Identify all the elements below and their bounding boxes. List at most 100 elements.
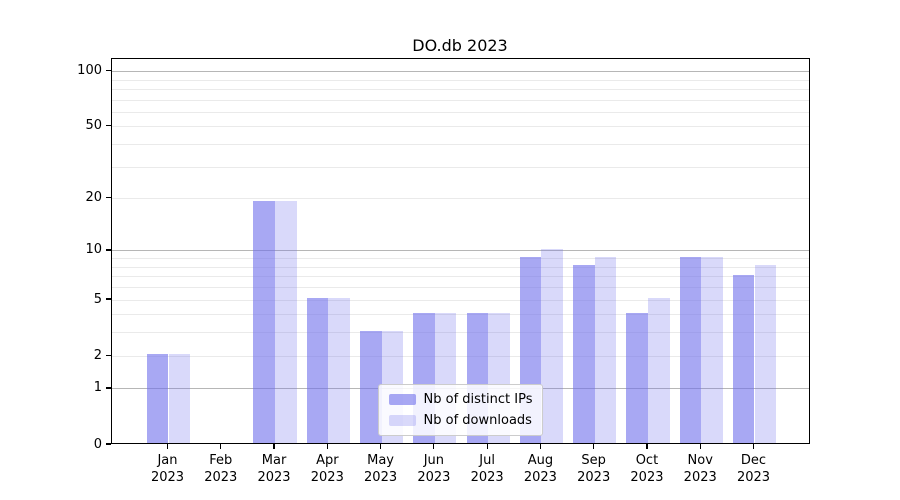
x-tick-year: 2023: [630, 470, 664, 485]
x-tick-month: Jun: [423, 453, 445, 468]
x-tick-year: 2023: [150, 470, 185, 485]
gridline-minor: [112, 266, 809, 268]
x-axis-tick-label: Apr 2023: [297, 452, 357, 486]
x-tick-month: Feb: [209, 453, 233, 468]
x-axis-tick-label: Jan 2023: [138, 452, 198, 486]
x-tick-year: 2023: [364, 470, 398, 485]
gridline-minor: [112, 332, 809, 334]
bar-jan-downloads: [168, 354, 191, 443]
y-axis-tick-label: 1: [93, 380, 102, 396]
gridline-minor: [112, 144, 809, 146]
x-axis-tick-label: Aug 2023: [510, 452, 570, 486]
x-tick-year: 2023: [257, 470, 291, 485]
x-tick-year: 2023: [470, 470, 504, 485]
legend-swatch-downloads: [388, 415, 416, 426]
x-tick-year: 2023: [204, 470, 238, 485]
y-axis-tick-label: 100: [77, 63, 102, 79]
y-axis-tick: [106, 125, 111, 127]
bar-sep-distinct-ips: [573, 265, 595, 443]
x-axis-tick: [752, 444, 755, 449]
legend-label-downloads: Nb of downloads: [423, 413, 532, 428]
y-axis-tick: [106, 387, 111, 389]
x-tick-month: Dec: [740, 453, 767, 468]
x-axis-tick: [699, 444, 701, 449]
legend-entry-downloads: Nb of downloads: [388, 413, 533, 428]
x-axis-tick: [646, 444, 648, 449]
gridline-minor: [112, 111, 809, 113]
x-axis-tick: [166, 444, 169, 449]
x-axis-tick: [486, 444, 488, 449]
y-axis-tick-label: 20: [85, 190, 102, 206]
x-tick-month: Aug: [527, 453, 554, 468]
x-tick-month: Apr: [316, 453, 339, 468]
x-axis-tick-label: Dec 2023: [724, 452, 784, 486]
x-axis-tick: [379, 444, 382, 449]
x-tick-month: Oct: [635, 453, 659, 468]
bar-aug-downloads: [541, 248, 563, 443]
y-axis-tick-label: 5: [93, 291, 102, 307]
x-axis-tick: [593, 444, 595, 449]
x-tick-year: 2023: [577, 470, 611, 485]
bar-apr-distinct-ips: [306, 298, 329, 443]
gridline-minor: [112, 355, 809, 357]
legend-entry-distinct-ips: Nb of distinct IPs: [388, 392, 533, 407]
y-axis-tick-label: 10: [85, 242, 102, 258]
gridline-minor: [112, 166, 809, 168]
x-axis-tick-label: Mar 2023: [244, 452, 304, 486]
plot-area: Nb of distinct IPs Nb of downloads: [111, 58, 810, 444]
x-axis-tick: [326, 444, 328, 449]
bar-nov-downloads: [701, 256, 723, 443]
gridline-major: [112, 250, 809, 252]
gridline-minor: [112, 79, 809, 81]
bar-jan-distinct-ips: [146, 354, 169, 443]
x-axis-tick-label: Feb 2023: [191, 452, 251, 486]
x-axis-tick: [220, 444, 222, 449]
x-tick-month: Sep: [581, 453, 606, 468]
bar-oct-downloads: [647, 298, 670, 443]
x-tick-month: Jan: [157, 453, 178, 468]
y-axis-tick-label: 2: [93, 347, 102, 363]
x-axis-tick-label: Oct 2023: [617, 452, 677, 486]
legend-label-distinct-ips: Nb of distinct IPs: [423, 392, 533, 407]
x-tick-year: 2023: [523, 470, 557, 485]
x-axis-tick-label: May 2023: [351, 452, 411, 486]
x-tick-year: 2023: [736, 470, 771, 485]
x-axis-tick-label: Nov 2023: [670, 452, 730, 486]
bar-dec-downloads: [754, 265, 777, 443]
x-axis-tick-label: Sep 2023: [564, 452, 624, 486]
x-tick-year: 2023: [310, 470, 344, 485]
gridline-minor: [112, 314, 809, 316]
x-axis-tick: [539, 444, 541, 449]
x-tick-month: Jul: [479, 453, 495, 468]
x-axis-tick-label: Jun 2023: [404, 452, 464, 486]
gridline-major: [112, 71, 809, 73]
bar-apr-downloads: [328, 298, 350, 443]
legend-swatch-distinct-ips: [388, 394, 416, 405]
y-axis-tick: [106, 443, 111, 445]
x-axis-tick: [433, 444, 435, 449]
y-axis-tick: [106, 69, 111, 72]
y-axis-tick-label: 50: [85, 118, 102, 134]
bar-oct-distinct-ips: [626, 312, 648, 443]
gridline-minor: [112, 126, 809, 128]
x-tick-month: Nov: [687, 453, 713, 468]
gridline-minor: [112, 276, 809, 278]
bar-nov-distinct-ips: [679, 256, 702, 443]
gridline-minor: [112, 299, 809, 301]
bar-mar-downloads: [275, 200, 297, 443]
gridline-minor: [112, 88, 809, 90]
x-axis-tick-label: Jul 2023: [457, 452, 517, 486]
y-axis-tick-label: 0: [93, 436, 102, 452]
chart-title: DO.db 2023: [412, 36, 508, 55]
bar-dec-distinct-ips: [732, 274, 755, 443]
gridline-minor: [112, 258, 809, 260]
y-axis-tick: [106, 197, 111, 199]
bar-sep-downloads: [594, 256, 617, 443]
x-tick-year: 2023: [417, 470, 451, 485]
y-axis-tick: [106, 354, 111, 356]
gridline-minor: [112, 198, 809, 200]
y-axis-tick: [106, 249, 111, 251]
gridline-minor: [112, 99, 809, 101]
y-axis-tick: [106, 298, 111, 300]
